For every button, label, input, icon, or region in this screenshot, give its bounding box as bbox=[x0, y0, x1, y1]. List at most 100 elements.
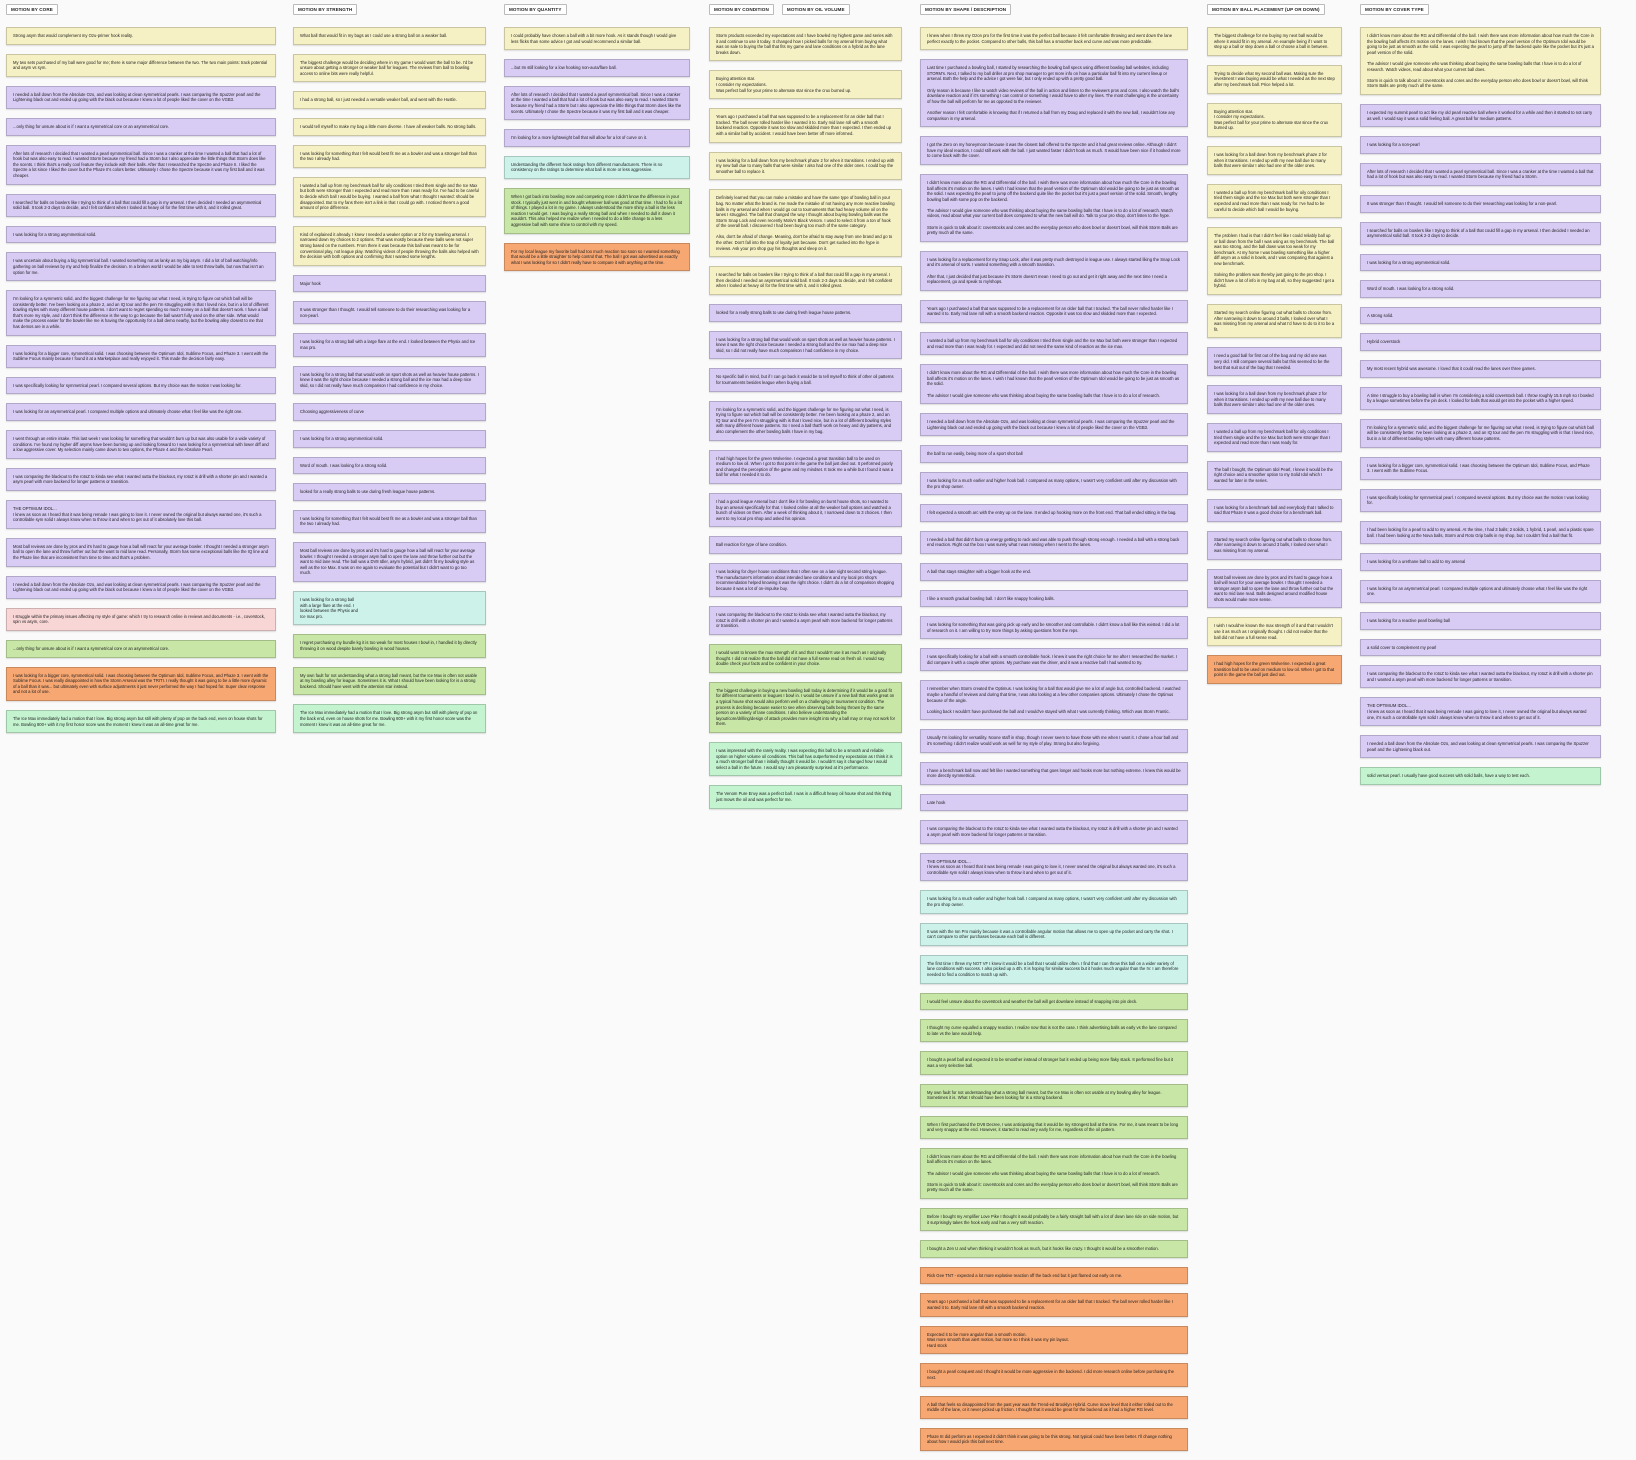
sticky-note: I went through an entire intake. This la… bbox=[6, 430, 276, 459]
sticky-note: Rick Gee TNT - expected a lot more explo… bbox=[920, 1266, 1188, 1285]
sticky-note: The biggest challenge would be deciding … bbox=[293, 53, 486, 83]
sticky-note: I had been looking for a pearl to add to… bbox=[1360, 521, 1601, 545]
sticky-note: THE OPTIMUM IDOL... I knew as soon as I … bbox=[1360, 697, 1601, 727]
sticky-note: a solid cover to complement my pearl bbox=[1360, 638, 1601, 657]
sticky-note: I would want to known the max strength o… bbox=[709, 644, 902, 673]
column-header: MOTION BY BALL PLACEMENT (UP OR DOWN) bbox=[1207, 4, 1325, 15]
sticky-note: Understanding the different hook ratings… bbox=[504, 155, 690, 179]
sticky-note: I was looking for an asymmetrical pearl.… bbox=[1360, 579, 1601, 603]
sticky-note: ...but Im still looking for a low hookin… bbox=[504, 59, 690, 77]
sticky-note: I expected my summit pearl to act like m… bbox=[1360, 103, 1601, 128]
sticky-note: I needed a ball down from the Absolute O… bbox=[920, 413, 1188, 437]
sticky-note: I'm looking for a symmetric solid, and t… bbox=[1360, 418, 1601, 448]
sticky-note: ...only thing for unsure about is if I w… bbox=[6, 117, 276, 136]
sticky-note: My own fault for not understanding what … bbox=[920, 1083, 1188, 1107]
sticky-note: After lots of research I decided that I … bbox=[504, 85, 690, 121]
sticky-note: The biggest challenge in buying a new bo… bbox=[709, 681, 902, 733]
sticky-note: No specific ball in mind, but if I can g… bbox=[709, 368, 902, 392]
sticky-note: For my local league my favorite ball had… bbox=[504, 242, 690, 272]
sticky-note: Before I bought my Amplifier Love Pike I… bbox=[920, 1208, 1188, 1232]
sticky-note: Expected it to be more angular than a sm… bbox=[920, 1325, 1188, 1355]
sticky-note: I was uncertain about buying a big symme… bbox=[6, 252, 276, 282]
column-headers: MOTION BY STRENGTH bbox=[293, 4, 486, 15]
sticky-note: When I first purchased the DV8 Decree, I… bbox=[920, 1115, 1188, 1139]
sticky-note: I was looking for a benchmark ball and e… bbox=[1207, 498, 1342, 522]
sticky-note: I was looking for a non-pearl bbox=[1360, 136, 1601, 154]
sticky-note: I wanted a ball up from my benchmark bal… bbox=[1207, 183, 1342, 219]
sticky-note: A ball that feels so disappointed from t… bbox=[920, 1395, 1188, 1419]
sticky-note: I was looking for a bigger core, symmetr… bbox=[6, 344, 276, 368]
sticky-note: Most ball reviews are done by pros and i… bbox=[293, 542, 486, 582]
sticky-note: I was looking for a strong ball with a l… bbox=[293, 333, 486, 357]
sticky-note: Storm products exceeded my expectations … bbox=[709, 27, 902, 62]
sticky-note: I was looking for something that was goi… bbox=[920, 616, 1188, 640]
sticky-note: I searched for balls on bowlers like I t… bbox=[1360, 221, 1601, 245]
column-headers: MOTION BY SHAPE / DESCRIPTION bbox=[920, 4, 1188, 15]
sticky-note: I searched for balls on bowlers like I t… bbox=[6, 193, 276, 217]
sticky-note: A time I struggle to buy a bowling ball … bbox=[1360, 386, 1601, 410]
column: MOTION BY SHAPE / DESCRIPTION I knew when… bbox=[920, 4, 1188, 1460]
sticky-note: Years ago I purchased a ball that was su… bbox=[920, 1293, 1188, 1317]
sticky-note: I'm looking for a more lightweight ball … bbox=[504, 129, 690, 147]
column-header: MOTION BY CORE bbox=[6, 4, 58, 15]
sticky-note: Trying to decide what my second ball was… bbox=[1207, 64, 1342, 94]
sticky-note: I searched for balls on bowlers like I t… bbox=[709, 266, 902, 296]
sticky-note: I was looking for a much earlier and hig… bbox=[920, 890, 1188, 914]
sticky-note: I felt expected a smooth arc with the en… bbox=[920, 504, 1188, 522]
sticky-note: I'm looking for a symmetric solid, and t… bbox=[6, 290, 276, 336]
sticky-note: I bought a pearl ball and expected it to… bbox=[920, 1051, 1188, 1075]
sticky-note: I need a good ball for first out of the … bbox=[1207, 347, 1342, 377]
sticky-note: The Ice Max immediately had a motion tha… bbox=[293, 704, 486, 734]
sticky-note: Hybrid coverstock bbox=[1360, 333, 1601, 352]
sticky-note: Years ago I purchased a ball that was su… bbox=[709, 108, 902, 143]
sticky-note: Last time I purchased a bowling ball, I … bbox=[920, 59, 1188, 128]
sticky-note: the ball to run easily, being more of a … bbox=[920, 445, 1188, 463]
sticky-note: I had high hopes for the green Wolverine… bbox=[1207, 655, 1342, 685]
sticky-note: Started my search online figuring out wh… bbox=[1207, 304, 1342, 339]
sticky-note: The ball I bought, the Optimum Idol Pear… bbox=[1207, 460, 1342, 490]
sticky-note: I was looking for a strong asymmetrical … bbox=[1360, 253, 1601, 272]
sticky-note: Late hook bbox=[920, 793, 1188, 812]
sticky-note: Most ball reviews are done by pros and i… bbox=[1207, 568, 1342, 609]
column-header: MOTION BY COVER TYPE bbox=[1360, 4, 1429, 15]
sticky-note: I bought a Zen U and when thinking it wo… bbox=[920, 1240, 1188, 1258]
sticky-note: Ball reaction for type of lane condition… bbox=[709, 536, 902, 554]
sticky-note: After lots of research I decided that I … bbox=[6, 144, 276, 185]
sticky-note: The problem I had is that I didn't feel … bbox=[1207, 227, 1342, 296]
sticky-note: I was looking for a strong asymmetrical … bbox=[6, 225, 276, 244]
sticky-note: I had a good league Arsenal but I don't … bbox=[709, 492, 902, 528]
column: MOTION BY COVER TYPE I didn't know more a… bbox=[1360, 4, 1601, 794]
sticky-note: After lots of research I decided that I … bbox=[1360, 162, 1601, 186]
column-header: MOTION BY SHAPE / DESCRIPTION bbox=[920, 4, 1012, 15]
column-headers: MOTION BY QUANTITY bbox=[504, 4, 690, 15]
sticky-note: I needed a ball down from the Absolute O… bbox=[6, 85, 276, 109]
sticky-note: I knew when I threw my Ozon pro for the … bbox=[920, 27, 1188, 51]
sticky-note: Usually I'm looking for versatility. Noo… bbox=[920, 729, 1188, 753]
sticky-note: solid versus pearl. I usually have good … bbox=[1360, 767, 1601, 785]
sticky-note: What ball that would fit in my bags as I… bbox=[293, 27, 486, 45]
sticky-note: I was looking for a bigger core, symmetr… bbox=[1360, 456, 1601, 480]
sticky-note: I was looking for a strong asymmetrical … bbox=[293, 430, 486, 448]
sticky-note: I could probably have chosen a ball with… bbox=[504, 27, 690, 51]
sticky-note: The first time I threw my NOT VF I knew … bbox=[920, 954, 1188, 984]
sticky-note: It was stronger than I thought. I would … bbox=[1360, 194, 1601, 213]
sticky-note: Major hook bbox=[293, 274, 486, 293]
column-header: MOTION BY OIL VOLUME bbox=[781, 4, 850, 15]
sticky-note: Choosing aggressiveness of curve bbox=[293, 403, 486, 422]
sticky-note: I was impressed with the rarely reality.… bbox=[709, 742, 902, 777]
sticky-note: Kind of explained it already. I knew I n… bbox=[293, 225, 486, 266]
sticky-note: It was stronger than I thought. I would … bbox=[293, 301, 486, 325]
column-header: MOTION BY STRENGTH bbox=[293, 4, 358, 15]
sticky-note: Started my search online figuring out wh… bbox=[1207, 530, 1342, 560]
sticky-note: I was comparing the blackout to the roto… bbox=[1360, 665, 1601, 689]
sticky-note: Word of mouth. I was looking for a stron… bbox=[1360, 280, 1601, 298]
sticky-note: Definitely learned that you can make a m… bbox=[709, 189, 902, 258]
sticky-note: I was looking for a strong ball with a l… bbox=[293, 590, 486, 626]
sticky-note: A ball that stays straighter with a bigg… bbox=[920, 562, 1188, 581]
sticky-note: I was comparing the blackout to the roto… bbox=[709, 606, 902, 636]
sticky-note: I have a benchmark ball now and felt lik… bbox=[920, 761, 1188, 785]
column-header: MOTION BY CONDITION bbox=[709, 4, 774, 15]
column-headers: MOTION BY CONDITION MOTION BY OIL VOLUME bbox=[709, 4, 902, 15]
sticky-note: A strong solid. bbox=[1360, 306, 1601, 325]
sticky-note: The Ice Max immediately had a motion tha… bbox=[6, 709, 276, 734]
